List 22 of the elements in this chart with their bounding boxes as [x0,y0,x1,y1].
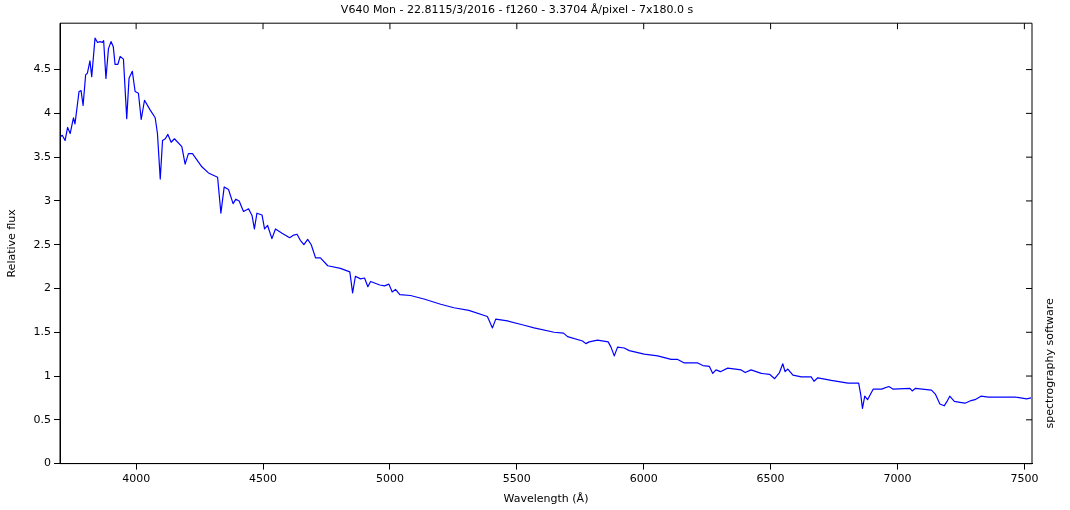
y-axis-title: Relative flux [5,208,19,278]
y-tick-label: 0.5 [33,412,51,426]
y-tick-label: 3.5 [33,150,51,164]
x-tick-label: 5000 [375,472,404,486]
x-tick-label: 7000 [883,472,912,486]
x-tick-label: 6000 [629,472,658,486]
y-tick-label: 0 [44,456,51,470]
y-tick-label: 4 [44,106,51,120]
y-tick-label: 1.5 [33,325,51,339]
x-tick-label: 7500 [1010,472,1039,486]
x-tick-label: 4500 [249,472,278,486]
y-tick-label: 3 [44,193,51,207]
x-axis-title: Wavelength (Å) [503,492,589,506]
x-tick-label: 4000 [122,472,151,486]
x-tick-label: 5500 [502,472,531,486]
chart-title: V640 Mon - 22.8115/3/2016 - f1260 - 3.3704 Å/pixel - 7x180.0 s [340,3,694,17]
y-tick-label: 2 [44,281,51,295]
y-tick-label: 2.5 [33,237,51,251]
x-tick-label: 6500 [756,472,785,486]
y-tick-label: 4.5 [33,62,51,76]
text: spectrography software [1042,298,1056,429]
y-tick-label: 1 [44,368,51,382]
